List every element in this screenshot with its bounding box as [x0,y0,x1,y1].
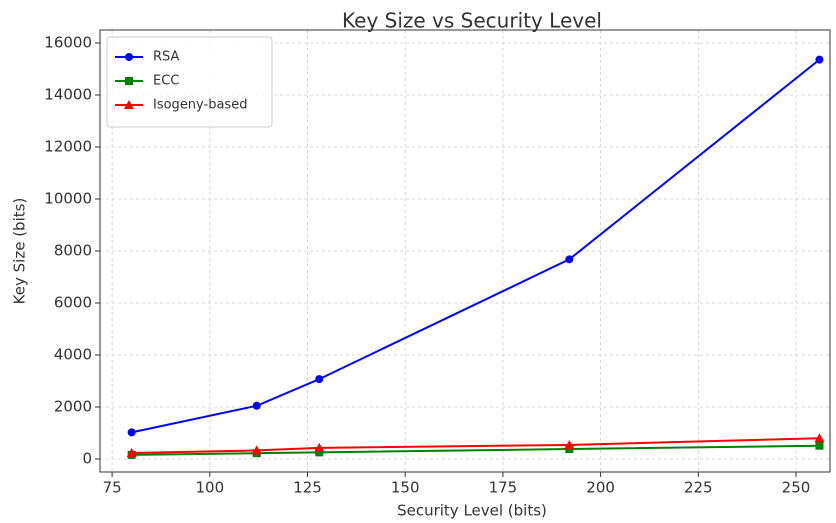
legend-marker [125,53,133,61]
x-tick-label: 125 [293,479,322,497]
data-point [253,402,261,410]
legend-label: RSA [153,50,180,65]
data-point [315,375,323,383]
page: Key Size vs Security Level Security Leve… [0,0,836,523]
y-tick-label: 12000 [44,138,92,156]
y-tick-label: 16000 [44,34,92,52]
data-point [128,428,136,436]
chart: Key Size vs Security Level Security Leve… [0,0,836,523]
y-tick-label: 6000 [54,294,92,312]
y-tick-label: 0 [82,450,92,468]
data-point [565,255,573,263]
x-tick-label: 200 [586,479,615,497]
y-tick-label: 10000 [44,190,92,208]
legend-label: ECC [153,74,179,89]
y-axis-label: Key Size (bits) [11,198,29,305]
x-tick-label: 100 [195,479,224,497]
legend-marker [125,77,133,85]
y-tick-label: 2000 [54,398,92,416]
x-tick-label: 175 [489,479,518,497]
y-tick-label: 14000 [44,86,92,104]
data-point [815,442,823,450]
legend-label: Isogeny-based [153,98,247,113]
x-tick-label: 75 [103,479,122,497]
y-tick-label: 4000 [54,346,92,364]
x-tick-label: 225 [684,479,713,497]
x-axis-label: Security Level (bits) [397,502,547,520]
chart-title: Key Size vs Security Level [342,9,602,33]
y-tick-label: 8000 [54,242,92,260]
data-point [815,56,823,64]
x-tick-label: 150 [391,479,420,497]
x-tick-label: 250 [782,479,811,497]
